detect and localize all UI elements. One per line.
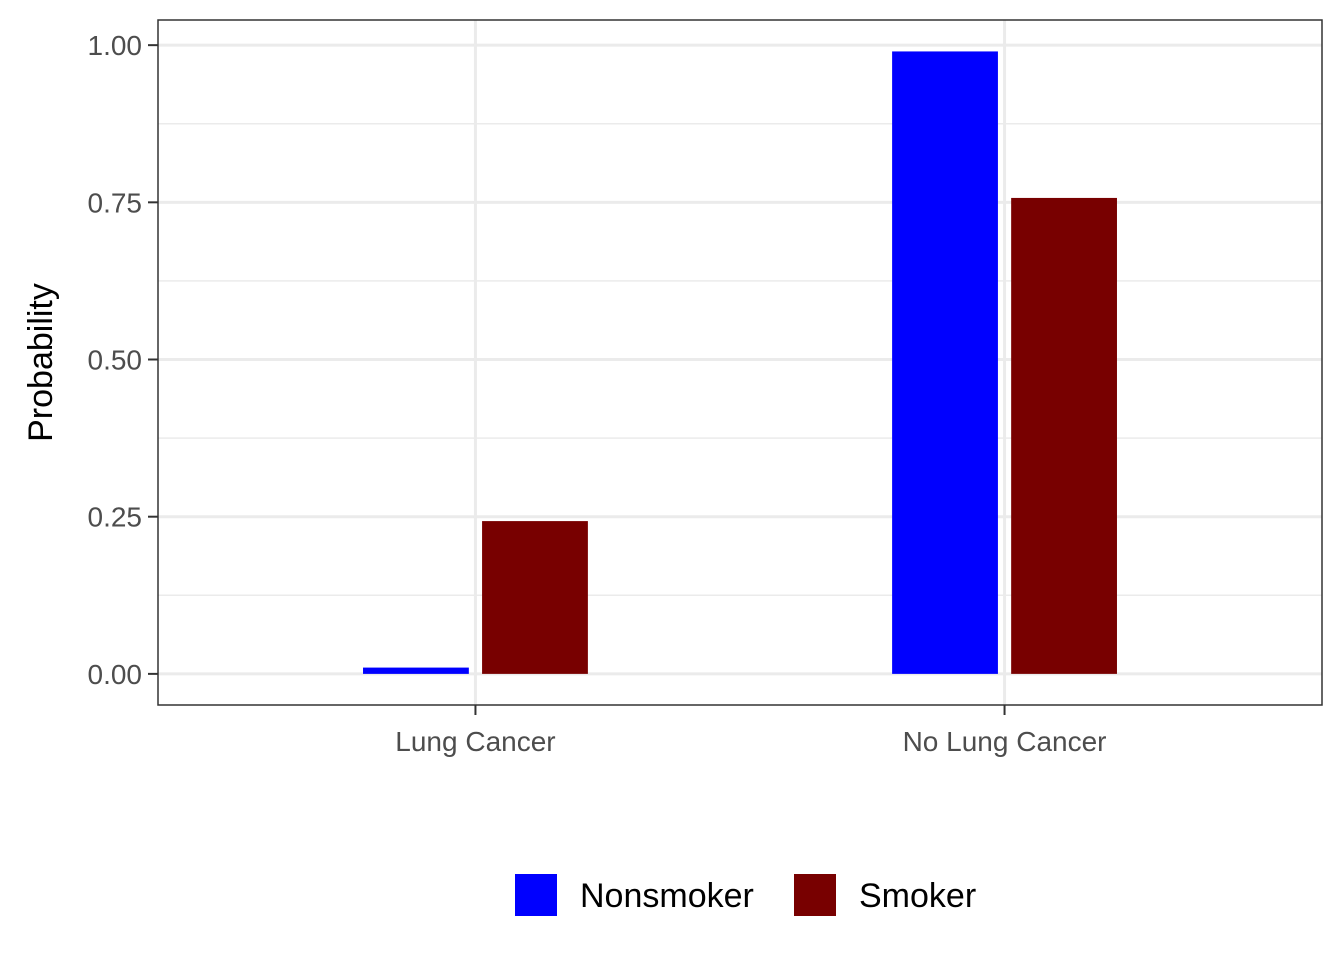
bar-nonsmoker-no-lung-cancer: [892, 51, 998, 674]
y-tick-label: 0.75: [88, 187, 143, 218]
x-tick-label: No Lung Cancer: [903, 726, 1107, 757]
panel-border: [157, 19, 1323, 706]
legend-key-smoker: [794, 874, 836, 916]
minor-gridlines: [158, 122, 1322, 597]
bar-smoker-no-lung-cancer: [1011, 197, 1117, 674]
y-tick-label: 0.50: [88, 345, 143, 376]
bars: [363, 51, 1117, 674]
y-axis: 0.00 0.25 0.50 0.75 1.00: [88, 30, 158, 690]
major-gridlines: [158, 20, 1322, 705]
bar-nonsmoker-lung-cancer: [363, 667, 469, 674]
x-axis: Lung Cancer No Lung Cancer: [395, 705, 1106, 757]
legend: Nonsmoker Smoker: [515, 874, 976, 916]
y-tick-label: 0.00: [88, 659, 143, 690]
bar-smoker-lung-cancer: [482, 521, 588, 674]
y-axis-title: Probability: [22, 283, 60, 442]
y-tick-label: 1.00: [88, 30, 143, 61]
legend-label-smoker: Smoker: [859, 877, 976, 915]
legend-key-nonsmoker: [515, 874, 557, 916]
y-tick-label: 0.25: [88, 502, 143, 533]
x-tick-label: Lung Cancer: [395, 726, 555, 757]
legend-label-nonsmoker: Nonsmoker: [580, 877, 754, 915]
